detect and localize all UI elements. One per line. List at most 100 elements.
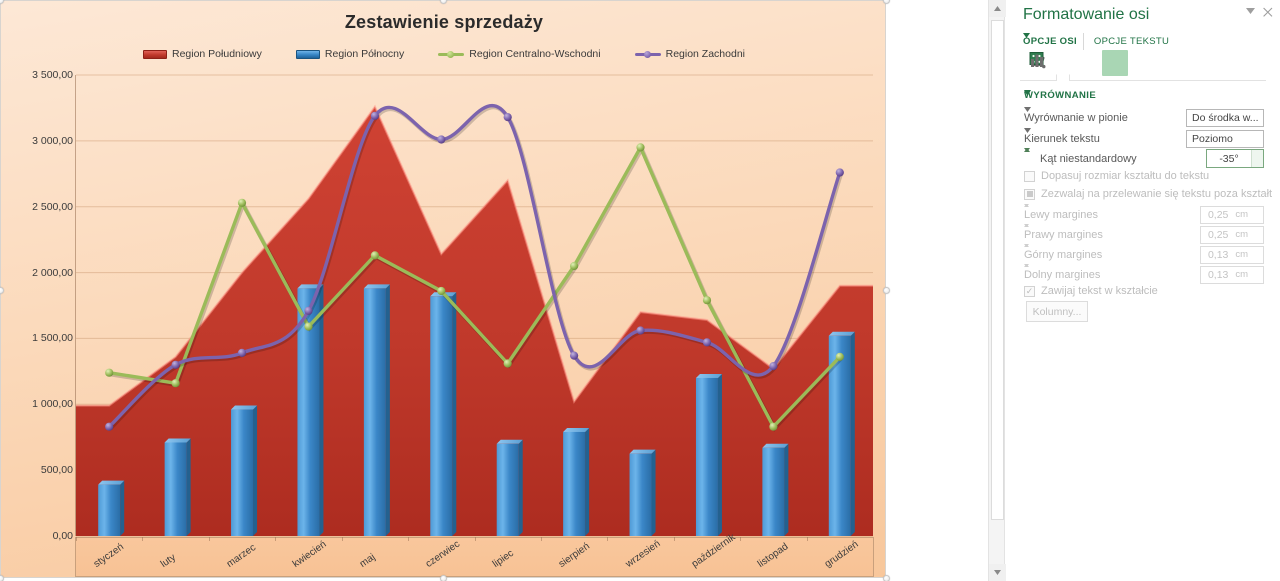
custom-angle-stepper[interactable]: -35° bbox=[1024, 148, 1264, 168]
resize-handle-top-center[interactable] bbox=[440, 0, 447, 4]
vertical-scrollbar[interactable] bbox=[988, 0, 1006, 581]
legend-item-region-zachodni[interactable]: Region Zachodni bbox=[634, 48, 745, 60]
stepper-up-icon[interactable] bbox=[1024, 244, 1261, 255]
tab-opcje-tekstu[interactable]: OPCJE TEKSTU bbox=[1082, 33, 1175, 50]
line-series-region-centralno-wschodni-marker[interactable] bbox=[769, 422, 778, 431]
resize-handle-bottom-left[interactable] bbox=[0, 575, 4, 581]
line-series-region-centralno-wschodni-marker[interactable] bbox=[636, 143, 645, 152]
bar-series-point[interactable] bbox=[496, 439, 523, 536]
stepper-down-icon[interactable] bbox=[1024, 204, 1261, 223]
line-series-region-zachodni[interactable] bbox=[107, 103, 842, 429]
chart-legend[interactable]: Region Południowy Region Północny Region… bbox=[1, 48, 887, 60]
section-header-wyrownanie[interactable]: WYRÓWNANIE bbox=[1024, 90, 1096, 101]
pane-tab-strip[interactable]: OPCJE OSI OPCJE TEKSTU bbox=[1023, 33, 1175, 50]
stepper-up-icon[interactable] bbox=[1024, 264, 1261, 275]
top-margin-stepper[interactable]: 0,13 cm bbox=[1024, 244, 1264, 264]
stepper-up-icon[interactable] bbox=[1024, 148, 1263, 159]
top-margin-input[interactable]: 0,13 bbox=[1207, 248, 1229, 261]
line-series-region-centralno-wschodni-marker[interactable] bbox=[570, 261, 579, 271]
chart-title[interactable]: Zestawienie sprzedaży bbox=[344, 12, 544, 32]
line-series-region-zachodni-marker[interactable] bbox=[171, 360, 180, 369]
legend-item-region-centralno-wschodni[interactable]: Region Centralno-Wschodni bbox=[438, 48, 601, 60]
legend-item-region-poludniowy[interactable]: Region Południowy bbox=[142, 48, 262, 60]
resize-handle-middle-left[interactable] bbox=[0, 287, 4, 294]
bar-series-point[interactable] bbox=[430, 292, 457, 536]
field-resize-shape-to-fit-text[interactable]: Dopasuj rozmiar kształtu do tekstu bbox=[1024, 170, 1209, 182]
stepper-buttons[interactable] bbox=[1024, 148, 1263, 167]
line-series-region-centralno-wschodni-marker[interactable] bbox=[702, 296, 712, 305]
line-series-region-centralno-wschodni[interactable] bbox=[107, 145, 842, 429]
pane-icon-strip[interactable] bbox=[1028, 50, 1165, 76]
line-series-region-centralno-wschodni-marker[interactable] bbox=[304, 322, 313, 331]
chart-series-canvas[interactable] bbox=[75, 75, 874, 536]
line-series-region-centralno-wschodni-marker[interactable] bbox=[503, 359, 512, 368]
line-series-region-zachodni-marker[interactable] bbox=[769, 362, 778, 371]
chart-object[interactable]: Zestawienie sprzedaży Region Południowy … bbox=[0, 0, 890, 581]
stepper-up-icon[interactable] bbox=[1024, 204, 1261, 215]
bar-series-point[interactable] bbox=[695, 373, 722, 536]
resize-handle-bottom-right[interactable] bbox=[883, 575, 890, 581]
line-series-region-centralno-wschodni-marker[interactable] bbox=[105, 368, 114, 377]
line-series-region-zachodni-marker[interactable] bbox=[835, 168, 844, 177]
left-margin-input[interactable]: 0,25 bbox=[1207, 208, 1229, 221]
bar-series-point[interactable] bbox=[98, 480, 125, 536]
stepper-buttons[interactable] bbox=[1024, 244, 1261, 263]
line-series-region-centralno-wschodni-marker[interactable] bbox=[437, 286, 446, 296]
custom-angle-input[interactable]: -35° bbox=[1219, 152, 1239, 165]
line-series-region-zachodni-marker[interactable] bbox=[237, 348, 247, 357]
bar-series-point[interactable] bbox=[629, 449, 656, 536]
bottom-margin-stepper[interactable]: 0,13 cm bbox=[1024, 264, 1264, 284]
bar-series-point[interactable] bbox=[363, 284, 390, 536]
line-series-region-centralno-wschodni-marker[interactable] bbox=[237, 198, 247, 207]
resize-handle-bottom-center[interactable] bbox=[440, 575, 447, 581]
line-series-region-zachodni-marker[interactable] bbox=[636, 326, 645, 335]
line-series-region-centralno-wschodni-marker[interactable] bbox=[370, 251, 379, 260]
text-direction-dropdown[interactable]: Poziomo bbox=[1024, 128, 1264, 148]
scroll-up-arrow-icon[interactable] bbox=[989, 0, 1006, 17]
chart-bars-icon[interactable] bbox=[1031, 50, 1165, 76]
line-series-region-zachodni-marker[interactable] bbox=[503, 113, 512, 122]
line-series-region-centralno-wschodni-marker[interactable] bbox=[835, 352, 844, 361]
columns-button[interactable]: Kolumny... bbox=[1026, 301, 1088, 322]
vertical-alignment-dropdown[interactable]: Do środka w... bbox=[1024, 107, 1264, 127]
scrollbar-thumb[interactable] bbox=[991, 20, 1004, 520]
bar-series-point[interactable] bbox=[563, 427, 590, 536]
line-series-region-zachodni-marker[interactable] bbox=[437, 135, 446, 144]
line-series-region-zachodni-marker[interactable] bbox=[570, 351, 579, 360]
stepper-down-icon[interactable] bbox=[1024, 244, 1261, 263]
chevron-down-icon[interactable] bbox=[1023, 33, 1030, 38]
field-allow-text-overflow[interactable]: Zezwalaj na przelewanie się tekstu poza … bbox=[1024, 188, 1272, 200]
scroll-down-arrow-icon[interactable] bbox=[989, 564, 1006, 581]
bar-series-point[interactable] bbox=[231, 405, 258, 536]
legend-item-region-polnocny[interactable]: Region Północny bbox=[295, 48, 404, 60]
chevron-down-icon[interactable] bbox=[1024, 107, 1031, 112]
resize-handle-top-right[interactable] bbox=[883, 0, 890, 4]
stepper-down-icon[interactable] bbox=[1024, 264, 1261, 283]
bar-series-point[interactable] bbox=[828, 331, 855, 536]
checkbox[interactable] bbox=[1024, 170, 1035, 182]
text-box-icon[interactable] bbox=[1029, 50, 1128, 76]
category-axis[interactable]: styczeń luty marzec kwiecień maj czerwiec lipi… bbox=[75, 532, 874, 577]
area-series-region-poludniowy[interactable] bbox=[76, 106, 873, 536]
stepper-buttons[interactable] bbox=[1024, 224, 1261, 243]
stepper-up-icon[interactable] bbox=[1024, 224, 1261, 235]
close-icon[interactable] bbox=[1263, 7, 1275, 20]
stepper-buttons[interactable] bbox=[1024, 264, 1261, 283]
stepper-down-icon[interactable] bbox=[1024, 148, 1263, 167]
line-series-region-centralno-wschodni-marker[interactable] bbox=[171, 379, 180, 388]
tab-opcje-osi[interactable]: OPCJE OSI bbox=[1023, 33, 1083, 50]
stepper-down-icon[interactable] bbox=[1024, 224, 1261, 243]
left-margin-stepper[interactable]: 0,25 cm bbox=[1024, 204, 1264, 224]
line-series-region-zachodni-marker[interactable] bbox=[702, 338, 712, 347]
triangle-collapse-icon[interactable] bbox=[1024, 90, 1031, 96]
resize-handle-middle-right[interactable] bbox=[883, 287, 890, 294]
resize-handle-top-left[interactable] bbox=[0, 0, 4, 4]
field-wrap-text-in-shape[interactable]: ✓ Zawijaj tekst w kształcie bbox=[1024, 285, 1158, 297]
checkbox[interactable] bbox=[1024, 188, 1035, 200]
bar-series-point[interactable] bbox=[164, 438, 191, 536]
right-margin-stepper[interactable]: 0,25 cm bbox=[1024, 224, 1264, 244]
bottom-margin-input[interactable]: 0,13 bbox=[1207, 268, 1229, 281]
right-margin-input[interactable]: 0,25 bbox=[1207, 228, 1229, 241]
chevron-down-icon[interactable] bbox=[1246, 8, 1258, 20]
plot-area[interactable] bbox=[75, 74, 874, 537]
